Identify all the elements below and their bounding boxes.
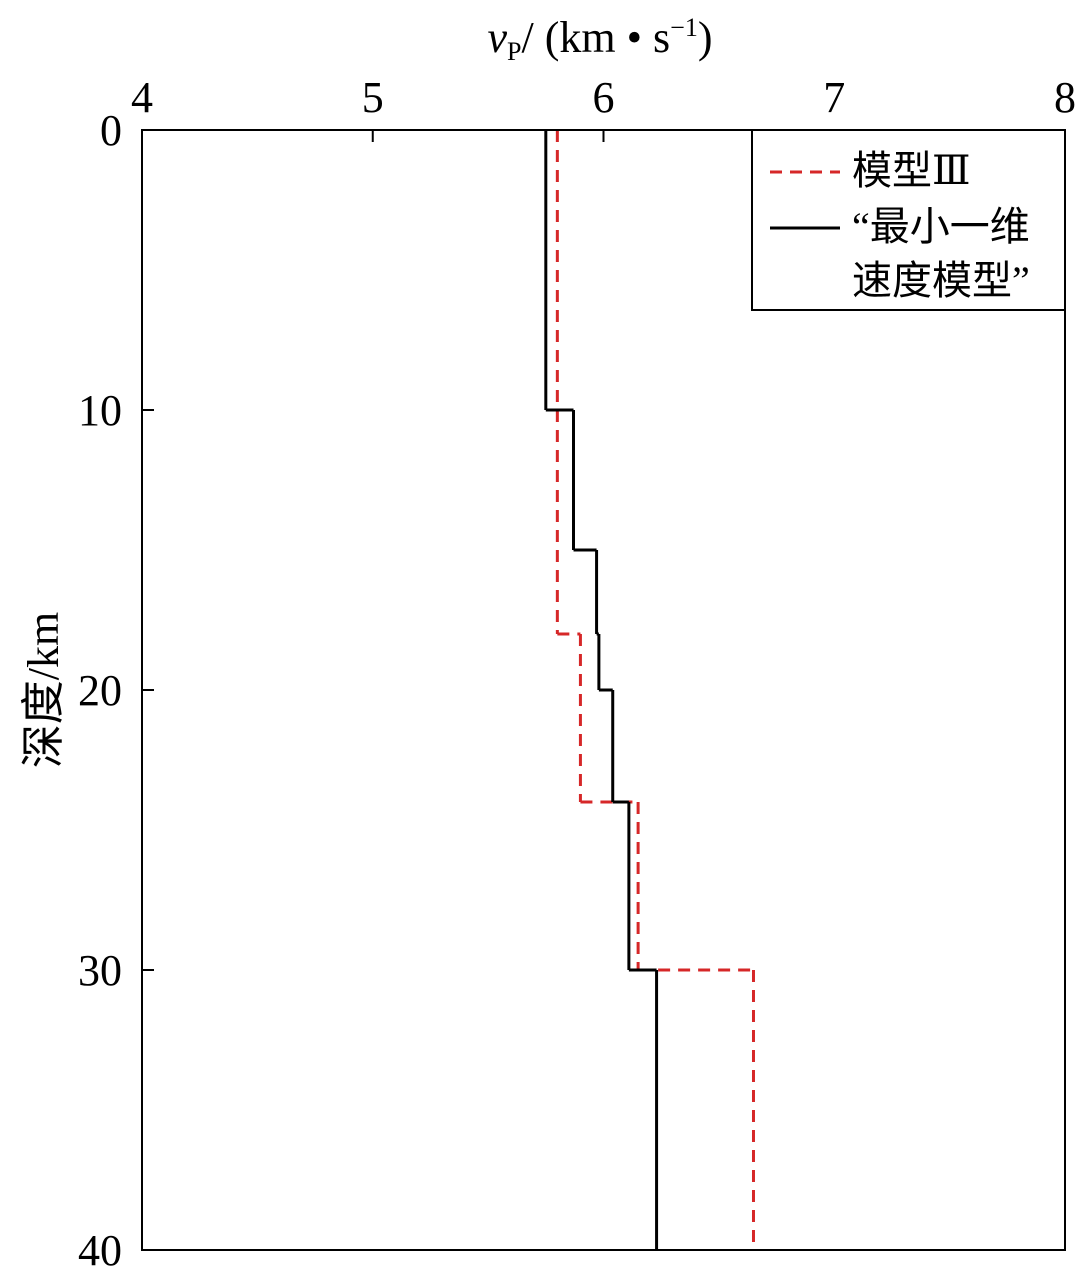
y-tick-label: 10 <box>78 386 122 435</box>
x-label-part: −1 <box>670 13 698 42</box>
legend-label: 模型Ⅲ <box>852 148 971 193</box>
x-tick-label: 7 <box>823 73 845 122</box>
plot-frame <box>141 129 1066 1251</box>
x-tick-label: 8 <box>1054 73 1076 122</box>
legend-box <box>751 129 1066 311</box>
x-tick-label: 5 <box>362 73 384 122</box>
x-label-part: ) <box>698 13 713 62</box>
y-tick-label: 30 <box>78 946 122 995</box>
y-axis-label: 深度/km <box>19 612 68 768</box>
y-tick-label: 40 <box>78 1226 122 1275</box>
x-tick-label: 6 <box>593 73 615 122</box>
x-axis-label: vP/ (km • s−1) <box>488 13 713 66</box>
x-label-part: / (km • s <box>522 13 671 62</box>
x-tick-label: 4 <box>131 73 153 122</box>
y-tick-label: 20 <box>78 666 122 715</box>
x-label-part: v <box>488 13 508 62</box>
x-label-part: P <box>507 37 521 66</box>
legend-label: “最小一维速度模型” <box>852 204 1030 303</box>
y-tick-label: 0 <box>100 106 122 155</box>
